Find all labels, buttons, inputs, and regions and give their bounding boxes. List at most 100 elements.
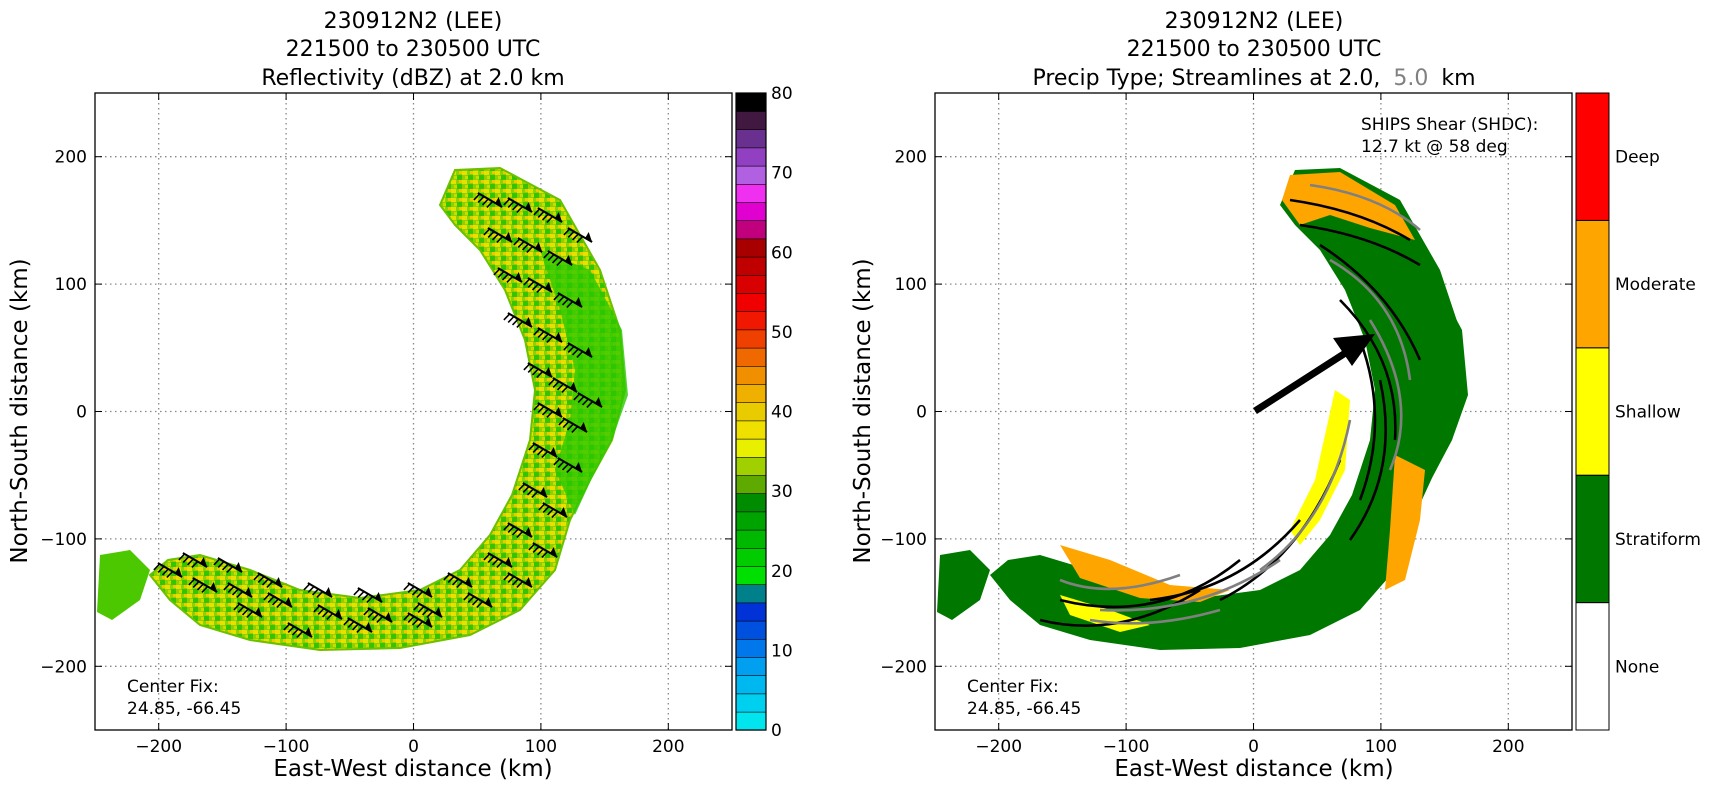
colorbar-tick-label: 50 bbox=[771, 323, 793, 343]
shear-value: 12.7 kt @ 58 deg bbox=[1361, 137, 1508, 157]
y-tick-label: −200 bbox=[880, 657, 927, 677]
category-label: Moderate bbox=[1615, 275, 1696, 295]
category-swatch bbox=[1575, 602, 1610, 731]
category-label: Shallow bbox=[1615, 403, 1681, 423]
wind-barb bbox=[178, 552, 208, 568]
streamline bbox=[1339, 299, 1397, 441]
streamline bbox=[1329, 258, 1412, 381]
streamline bbox=[1368, 319, 1403, 471]
colorbar-bin bbox=[735, 420, 767, 440]
colorbar-bin bbox=[735, 620, 767, 640]
category-swatch bbox=[1575, 92, 1610, 221]
left-echo-layer bbox=[97, 166, 628, 652]
wind-barb bbox=[563, 342, 593, 358]
colorbar-bin bbox=[735, 311, 767, 331]
moderate-region-south bbox=[1060, 545, 1230, 602]
wind-barb bbox=[413, 602, 443, 618]
right-panel: 230912N2 (LEE) 221500 to 230500 UTC Prec… bbox=[850, 9, 1701, 782]
category-label: Stratiform bbox=[1615, 530, 1701, 550]
streamline bbox=[1358, 339, 1377, 501]
colorbar-bin bbox=[735, 529, 767, 549]
right-title-streamline-text: Precip Type; Streamlines at 2.0, bbox=[1032, 66, 1380, 91]
wind-barb bbox=[353, 587, 383, 603]
x-tick-label: −200 bbox=[975, 737, 1022, 757]
x-tick-label: 0 bbox=[408, 737, 419, 757]
x-tick-label: 0 bbox=[1248, 737, 1259, 757]
streamline bbox=[1259, 419, 1352, 572]
left-x-axis-label: East-West distance (km) bbox=[273, 756, 552, 782]
wind-barb bbox=[518, 482, 548, 498]
colorbar-bin bbox=[735, 602, 767, 622]
colorbar-tick-label: 20 bbox=[771, 562, 793, 582]
colorbar-bin bbox=[735, 474, 767, 495]
left-title-line-3: Reflectivity (dBZ) at 2.0 km bbox=[261, 66, 564, 91]
x-tick-label: −200 bbox=[135, 737, 182, 757]
right-title-line-1: 230912N2 (LEE) bbox=[1165, 9, 1344, 34]
colorbar-bin bbox=[735, 711, 767, 731]
colorbar-tick-label: 60 bbox=[771, 243, 793, 263]
moderate-region-east bbox=[1385, 455, 1425, 590]
colorbar-bin bbox=[735, 220, 767, 240]
wind-barb bbox=[543, 250, 573, 266]
category-swatch bbox=[1575, 347, 1610, 476]
wind-barb bbox=[403, 582, 433, 598]
streamline bbox=[1089, 608, 1221, 625]
colorbar-bin bbox=[735, 292, 767, 313]
colorbar-bin bbox=[735, 547, 767, 567]
colorbar-bin bbox=[735, 238, 767, 258]
y-tick-label: 200 bbox=[895, 148, 927, 168]
wind-barb bbox=[523, 362, 553, 378]
right-y-axis-label: North-South distance (km) bbox=[850, 258, 876, 563]
wind-barbs bbox=[153, 192, 603, 638]
colorbar-tick-label: 40 bbox=[771, 403, 793, 423]
streamline bbox=[1149, 519, 1301, 602]
colorbar-bin bbox=[735, 347, 767, 367]
category-label: None bbox=[1615, 657, 1659, 677]
right-plot-area: −200 −100 0 100 200 −200 −100 0 100 200 SHIPS She… bbox=[880, 92, 1573, 757]
wind-barb bbox=[493, 267, 523, 283]
colorbar-bin bbox=[735, 511, 767, 531]
x-tick-label: 100 bbox=[1365, 737, 1397, 757]
streamline bbox=[1099, 558, 1281, 612]
colorbar-bin bbox=[735, 365, 767, 385]
wind-barb bbox=[253, 572, 283, 588]
reflectivity-echo-band bbox=[148, 166, 627, 652]
colorbar-bin bbox=[735, 693, 767, 713]
colorbar-tick-label: 80 bbox=[771, 84, 793, 104]
left-panel: 230912N2 (LEE) 221500 to 230500 UTC Refl… bbox=[7, 9, 793, 782]
streamline bbox=[1348, 379, 1388, 541]
y-tick-label: 100 bbox=[895, 275, 927, 295]
wind-barb bbox=[463, 592, 493, 608]
colorbar-bin bbox=[735, 183, 767, 203]
wind-barb bbox=[533, 402, 563, 418]
colorbar-bin bbox=[735, 565, 767, 586]
wind-barb bbox=[503, 197, 533, 213]
colorbar-tick-label: 10 bbox=[771, 641, 793, 661]
colorbar-bin bbox=[735, 584, 767, 604]
y-tick-label: 0 bbox=[76, 403, 87, 423]
shear-vector-arrowhead bbox=[1333, 334, 1375, 366]
category-swatch bbox=[1575, 474, 1610, 604]
wind-barb bbox=[213, 557, 243, 573]
y-tick-label: −100 bbox=[880, 530, 927, 550]
colorbar-bin bbox=[735, 638, 767, 658]
colorbar-bin bbox=[735, 493, 767, 513]
left-y-axis-label: North-South distance (km) bbox=[7, 258, 33, 563]
colorbar-bin bbox=[735, 402, 767, 422]
wind-barb bbox=[528, 542, 558, 558]
wind-barb bbox=[223, 582, 253, 598]
colorbar-tick-label: 70 bbox=[771, 164, 793, 184]
stratiform-region bbox=[990, 168, 1465, 650]
colorbar-bin bbox=[735, 456, 767, 476]
x-tick-label: 200 bbox=[1492, 737, 1524, 757]
right-center-fix-label: Center Fix: bbox=[967, 677, 1059, 697]
colorbar-bin bbox=[735, 92, 767, 112]
wind-barb bbox=[503, 312, 533, 328]
streamline bbox=[1299, 223, 1421, 267]
right-title-km-unit: km bbox=[1441, 66, 1475, 91]
colorbar-bin bbox=[735, 165, 767, 185]
y-tick-label: 200 bbox=[55, 148, 87, 168]
y-tick-label: 100 bbox=[55, 275, 87, 295]
wind-barb bbox=[153, 562, 183, 578]
colorbar-tick-label: 0 bbox=[771, 721, 782, 741]
